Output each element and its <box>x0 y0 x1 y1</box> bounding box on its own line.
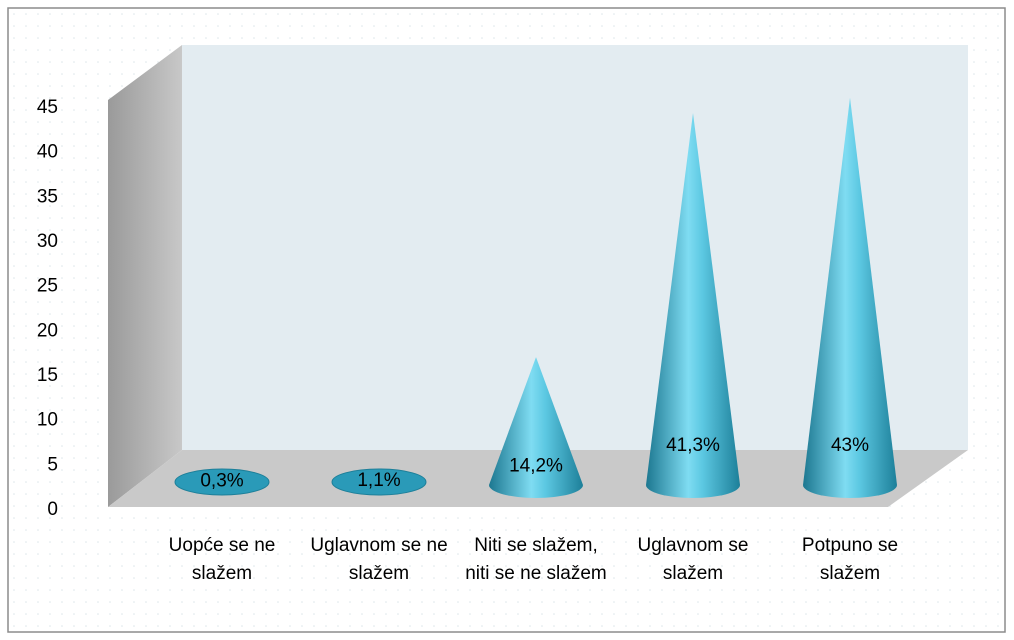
value-label: 43% <box>831 435 869 456</box>
value-label: 14,2% <box>509 456 563 477</box>
y-tick-label: 45 <box>37 97 58 118</box>
cone <box>489 357 583 498</box>
x-tick-label: Uglavnom se ne slažem <box>310 535 448 584</box>
cone <box>803 97 897 498</box>
cone <box>646 113 740 498</box>
y-tick-label: 40 <box>37 142 58 163</box>
x-tick-label: Uglavnom se slažem <box>637 535 749 584</box>
y-tick-label: 35 <box>37 186 58 207</box>
cone <box>174 468 270 496</box>
value-label: 41,3% <box>666 435 720 456</box>
y-tick-label: 0 <box>47 499 58 520</box>
y-tick-label: 15 <box>37 365 58 386</box>
x-tick-label: Uopće se ne slažem <box>168 535 276 584</box>
value-label: 0,3% <box>200 471 243 492</box>
y-tick-label: 30 <box>37 231 58 252</box>
y-tick-label: 20 <box>37 320 58 341</box>
y-tick-label: 5 <box>47 454 58 475</box>
side-wall <box>108 45 182 507</box>
y-tick-label: 10 <box>37 410 58 431</box>
cone <box>331 468 427 496</box>
y-tick-label: 25 <box>37 276 58 297</box>
x-tick-label: Niti se slažem, niti se ne slažem <box>465 535 607 584</box>
x-tick-label: Potpuno se slažem <box>801 535 899 584</box>
back-wall <box>182 45 968 450</box>
value-label: 1,1% <box>357 470 400 491</box>
